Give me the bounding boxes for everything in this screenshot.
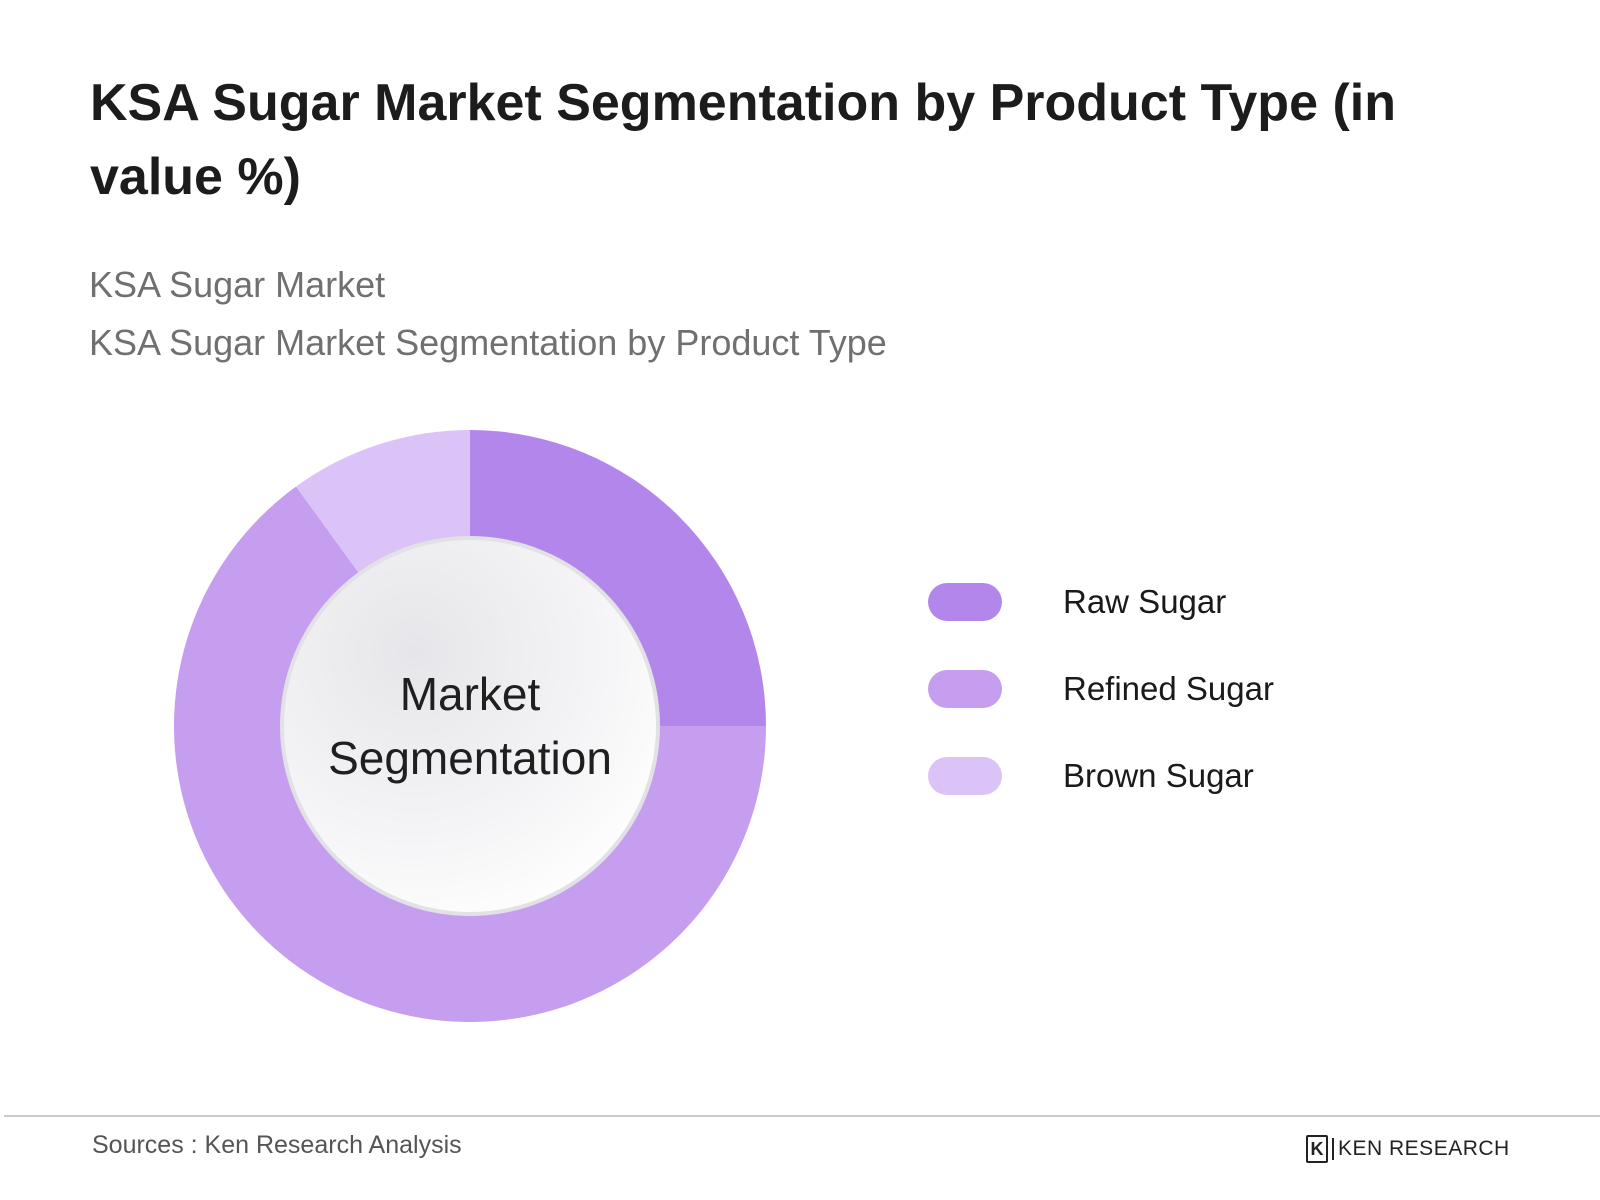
source-note: Sources : Ken Research Analysis [92,1131,462,1159]
legend-item-brown-sugar: Brown Sugar [928,732,1274,819]
footer-divider [4,1115,1600,1117]
legend-swatch-refined-sugar [928,669,1002,708]
legend-swatch-raw-sugar [928,582,1002,621]
brand-separator [1332,1138,1334,1160]
legend-label-refined-sugar: Refined Sugar [1063,669,1274,707]
subtitle-market: KSA Sugar Market [89,264,386,305]
chart-title: KSA Sugar Market Segmentation by Product… [90,74,1396,206]
donut-center [284,540,656,912]
legend-swatch-brown-sugar [928,756,1002,795]
legend-item-raw-sugar: Raw Sugar [928,558,1274,645]
brand-logo: K KEN RESEARCH [1306,1133,1510,1165]
donut-center-label: Market Segmentation [270,662,670,790]
legend-label-brown-sugar: Brown Sugar [1063,756,1254,794]
legend-label-raw-sugar: Raw Sugar [1063,582,1227,620]
legend-item-refined-sugar: Refined Sugar [928,645,1274,732]
chart-subtitle: KSA Sugar Market KSA Sugar Market Segmen… [89,256,887,372]
ken-research-logo-icon: K [1306,1135,1328,1163]
center-label-line1: Market [399,668,541,720]
center-label-line2: Segmentation [328,732,612,784]
brand-name: KEN RESEARCH [1338,1137,1510,1160]
subtitle-segmentation: KSA Sugar Market Segmentation by Product… [89,322,887,363]
chart-legend: Raw Sugar Refined Sugar Brown Sugar [928,558,1274,819]
